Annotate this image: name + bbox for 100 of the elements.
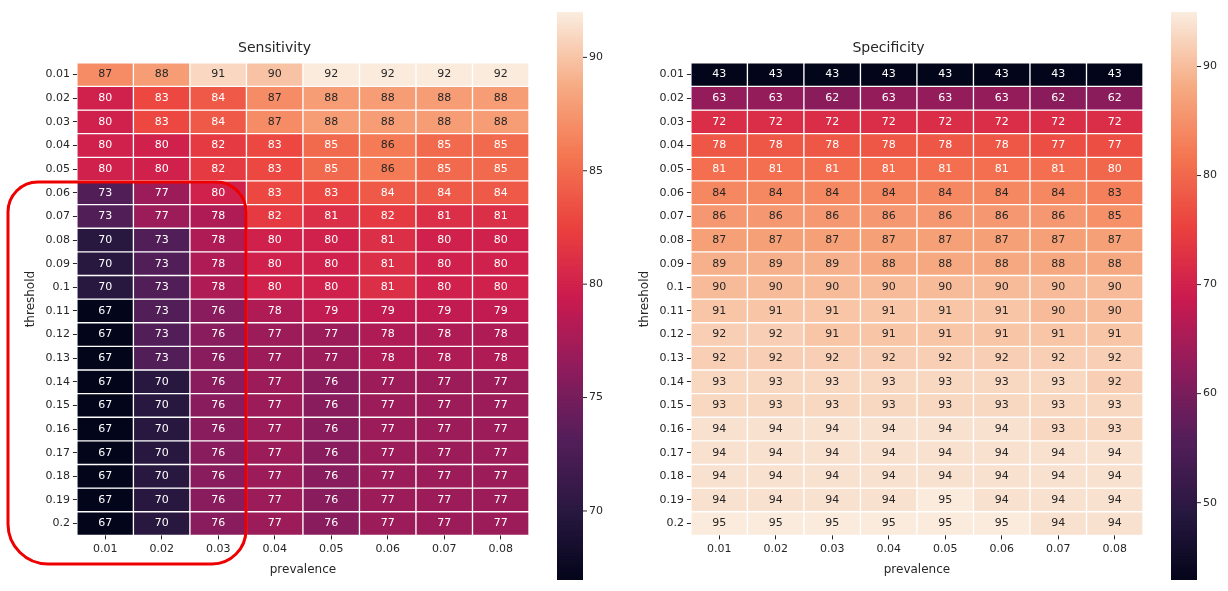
data-label: 83 — [1107, 185, 1122, 199]
y-tick-label: 0.15 — [659, 398, 684, 412]
data-label: 72 — [1051, 114, 1066, 128]
data-label: 94 — [825, 445, 840, 459]
y-axis-title: threshold — [637, 270, 652, 328]
data-label: 72 — [825, 114, 840, 128]
data-label: 93 — [825, 374, 840, 388]
data-label: 94 — [712, 421, 727, 435]
data-label: 73 — [154, 280, 169, 294]
data-label: 94 — [938, 469, 953, 483]
y-tick-label: 0.06 — [659, 185, 684, 199]
data-label: 84 — [211, 114, 226, 128]
data-label: 72 — [712, 114, 727, 128]
y-tick-label: 0.18 — [659, 469, 684, 483]
data-label: 78 — [493, 327, 508, 341]
y-tick-label: 0.03 — [659, 114, 684, 128]
data-label: 78 — [437, 327, 452, 341]
data-label: 94 — [938, 421, 953, 435]
y-tick-label: 0.2 — [52, 516, 70, 530]
data-label: 72 — [994, 114, 1009, 128]
data-label: 87 — [938, 232, 953, 246]
data-label: 92 — [768, 351, 783, 365]
data-label: 77 — [380, 421, 395, 435]
data-label: 76 — [211, 398, 226, 412]
y-tick-label: 0.13 — [45, 351, 70, 365]
data-label: 77 — [380, 398, 395, 412]
data-label: 81 — [825, 161, 840, 175]
data-label: 70 — [98, 256, 113, 270]
data-label: 94 — [768, 492, 783, 506]
data-label: 93 — [768, 398, 783, 412]
data-label: 94 — [1051, 445, 1066, 459]
x-tick-label: 0.05 — [318, 541, 344, 555]
data-label: 43 — [1107, 67, 1122, 81]
data-label: 94 — [938, 445, 953, 459]
data-label: 63 — [768, 91, 783, 105]
y-tick-label: 0.17 — [45, 445, 70, 459]
data-label: 80 — [98, 161, 113, 175]
data-label: 70 — [98, 280, 113, 294]
data-label: 93 — [1051, 421, 1066, 435]
data-label: 88 — [324, 91, 339, 105]
data-label: 77 — [267, 421, 282, 435]
data-label: 88 — [154, 67, 169, 81]
data-label: 91 — [881, 303, 896, 317]
data-label: 80 — [324, 280, 339, 294]
y-tick-label: 0.11 — [45, 303, 70, 317]
data-label: 88 — [324, 114, 339, 128]
data-label: 70 — [154, 469, 169, 483]
data-label: 84 — [712, 185, 727, 199]
data-label: 92 — [712, 351, 727, 365]
data-label: 92 — [768, 327, 783, 341]
x-tick-label: 0.02 — [149, 541, 174, 555]
y-tick-label: 0.16 — [45, 421, 70, 435]
data-label: 94 — [994, 445, 1009, 459]
data-label: 92 — [938, 351, 953, 365]
data-label: 79 — [324, 303, 339, 317]
data-label: 94 — [994, 421, 1009, 435]
data-label: 77 — [437, 421, 452, 435]
data-label: 72 — [768, 114, 783, 128]
data-label: 87 — [267, 91, 282, 105]
data-label: 76 — [211, 492, 226, 506]
data-label: 78 — [267, 303, 282, 317]
data-label: 85 — [324, 161, 339, 175]
data-label: 77 — [493, 469, 508, 483]
data-label: 87 — [768, 232, 783, 246]
data-label: 90 — [1107, 303, 1122, 317]
data-label: 80 — [98, 91, 113, 105]
data-label: 43 — [881, 67, 896, 81]
data-label: 78 — [825, 138, 840, 152]
color-bar-label: 80 — [589, 277, 603, 291]
x-tick-label: 0.08 — [488, 541, 513, 555]
data-label: 86 — [380, 138, 395, 152]
data-label: 81 — [938, 161, 953, 175]
data-label: 78 — [380, 327, 395, 341]
data-label: 85 — [324, 138, 339, 152]
data-label: 80 — [493, 256, 508, 270]
data-label: 73 — [154, 351, 169, 365]
data-label: 94 — [825, 492, 840, 506]
data-label: 84 — [994, 185, 1009, 199]
y-axis-title: threshold — [23, 270, 38, 328]
data-label: 67 — [98, 351, 113, 365]
data-label: 80 — [1107, 161, 1122, 175]
data-label: 86 — [380, 161, 395, 175]
data-label: 85 — [437, 161, 452, 175]
color-bar-label: 90 — [589, 50, 603, 64]
data-label: 84 — [1051, 185, 1066, 199]
data-label: 72 — [938, 114, 953, 128]
data-label: 88 — [994, 256, 1009, 270]
data-label: 91 — [211, 67, 226, 81]
data-label: 84 — [211, 91, 226, 105]
data-label: 77 — [154, 185, 169, 199]
data-label: 80 — [324, 232, 339, 246]
data-label: 78 — [712, 138, 727, 152]
data-label: 78 — [938, 138, 953, 152]
data-label: 43 — [994, 67, 1009, 81]
x-tick-label: 0.04 — [262, 541, 287, 555]
x-tick-label: 0.06 — [375, 541, 400, 555]
data-label: 93 — [712, 398, 727, 412]
data-label: 90 — [768, 280, 783, 294]
data-label: 94 — [1107, 469, 1122, 483]
data-label: 92 — [712, 327, 727, 341]
